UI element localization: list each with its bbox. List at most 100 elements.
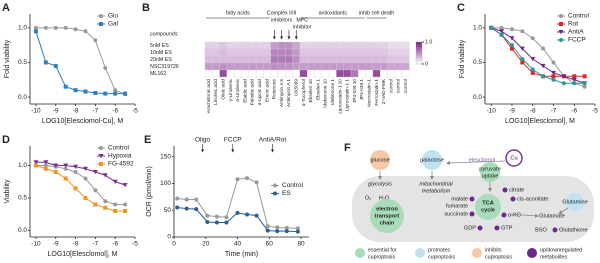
heat-cell — [263, 48, 271, 57]
marker — [73, 170, 78, 174]
x-axis-label: LOG10[Elesclomol-Cu], M — [42, 118, 123, 125]
heat-cell — [277, 55, 286, 64]
heat-cell — [299, 41, 308, 50]
marker — [73, 186, 78, 191]
heat-cell — [270, 69, 279, 78]
column-label: Oleic acid — [220, 79, 225, 100]
legend-label: inhibits — [485, 247, 502, 253]
x-tick-label: -9 — [53, 108, 59, 115]
marker — [53, 25, 58, 30]
legend-swatch — [355, 248, 365, 258]
marker — [73, 88, 78, 93]
marker — [33, 29, 38, 34]
heat-cell — [336, 62, 344, 71]
legend-label: Glu — [108, 13, 119, 20]
heat-cell — [314, 69, 322, 78]
column-label: α-Tocopherol — [301, 79, 306, 106]
x-axis-label: LOG10[Elesclomol], M — [505, 118, 575, 125]
heat-cell — [358, 48, 366, 57]
heat-cell — [328, 69, 337, 78]
heat-cell — [226, 62, 235, 71]
heat-cell — [387, 62, 395, 71]
heat-cell — [255, 48, 264, 57]
series-line — [490, 27, 585, 77]
heat-cell — [263, 55, 271, 64]
legend-label: up/downregulated — [540, 247, 582, 253]
marker — [284, 229, 289, 234]
marker — [541, 74, 546, 79]
node-label: H₂O — [379, 195, 390, 201]
marker — [572, 81, 577, 86]
column-label: Necrostatin-1 — [366, 79, 371, 107]
heat-cell — [219, 55, 228, 64]
heat-cell — [314, 41, 322, 50]
metabolite-dot — [494, 225, 500, 231]
heat-cell — [401, 55, 410, 64]
marker — [520, 60, 525, 65]
heat-cell — [401, 69, 410, 78]
series-line — [35, 161, 126, 186]
x-tick-label: -6 — [571, 108, 577, 115]
marker — [265, 228, 270, 233]
y-tick-label: 1.0 — [473, 25, 482, 32]
heat-cell — [321, 41, 330, 50]
heat-cell — [394, 48, 403, 57]
heat-cell — [372, 62, 381, 71]
node-label: BSO — [535, 227, 547, 233]
marker — [103, 66, 108, 70]
heat-cell — [365, 69, 374, 78]
marker — [530, 57, 536, 62]
heat-cell — [263, 69, 271, 78]
legend-label: ES — [282, 190, 291, 197]
marker — [184, 197, 189, 202]
legend-label: Control — [568, 13, 590, 20]
column-label: Antimycin A 1 — [286, 79, 291, 108]
x-tick-label: -6 — [112, 241, 118, 248]
heat-cell — [234, 48, 242, 57]
heat-cell — [248, 55, 257, 64]
marker — [561, 74, 567, 79]
metabolite-dot — [502, 187, 508, 193]
marker — [275, 229, 280, 234]
heat-cell — [358, 69, 366, 78]
heat-cell — [336, 69, 344, 78]
node — [475, 194, 501, 220]
compounds-label: compounds: — [150, 31, 179, 37]
node-label: Glutamine — [562, 199, 588, 205]
marker — [92, 170, 98, 175]
heat-cell — [226, 69, 235, 78]
heat-cell — [263, 41, 271, 50]
x-tick-label: -8 — [530, 108, 536, 115]
node-label: glycolysis — [368, 181, 392, 187]
metabolite-dot — [477, 225, 483, 231]
y-axis-label: Fold viability — [459, 39, 466, 78]
marker — [235, 177, 240, 182]
heat-cell — [321, 69, 330, 78]
legend-swatch — [472, 248, 482, 258]
column-label: JP4-039 1 — [359, 79, 364, 101]
heat-cell — [394, 41, 403, 50]
heat-cell — [212, 69, 220, 78]
marker — [214, 214, 219, 219]
marker — [561, 81, 566, 86]
heat-cell — [372, 48, 381, 57]
marker — [214, 220, 219, 225]
legend-label: Control — [282, 182, 304, 189]
heat-cell — [270, 62, 279, 71]
series-line — [35, 31, 126, 95]
marker — [295, 229, 300, 234]
heat-cell — [350, 62, 359, 71]
heat-cell — [343, 55, 352, 64]
node — [566, 193, 584, 211]
legend-label: FCCP — [568, 37, 586, 44]
legend-swatch — [99, 14, 103, 18]
metabolite-dot — [501, 212, 507, 218]
marker — [63, 163, 69, 168]
heat-cell — [285, 48, 293, 57]
marker — [103, 205, 108, 210]
annotation: AntiA/Rot — [259, 137, 287, 144]
group-label: inhibitor — [293, 24, 312, 30]
heat-cell — [292, 55, 301, 64]
column-label: γ-Linolenic — [228, 78, 233, 101]
marker — [235, 210, 240, 215]
